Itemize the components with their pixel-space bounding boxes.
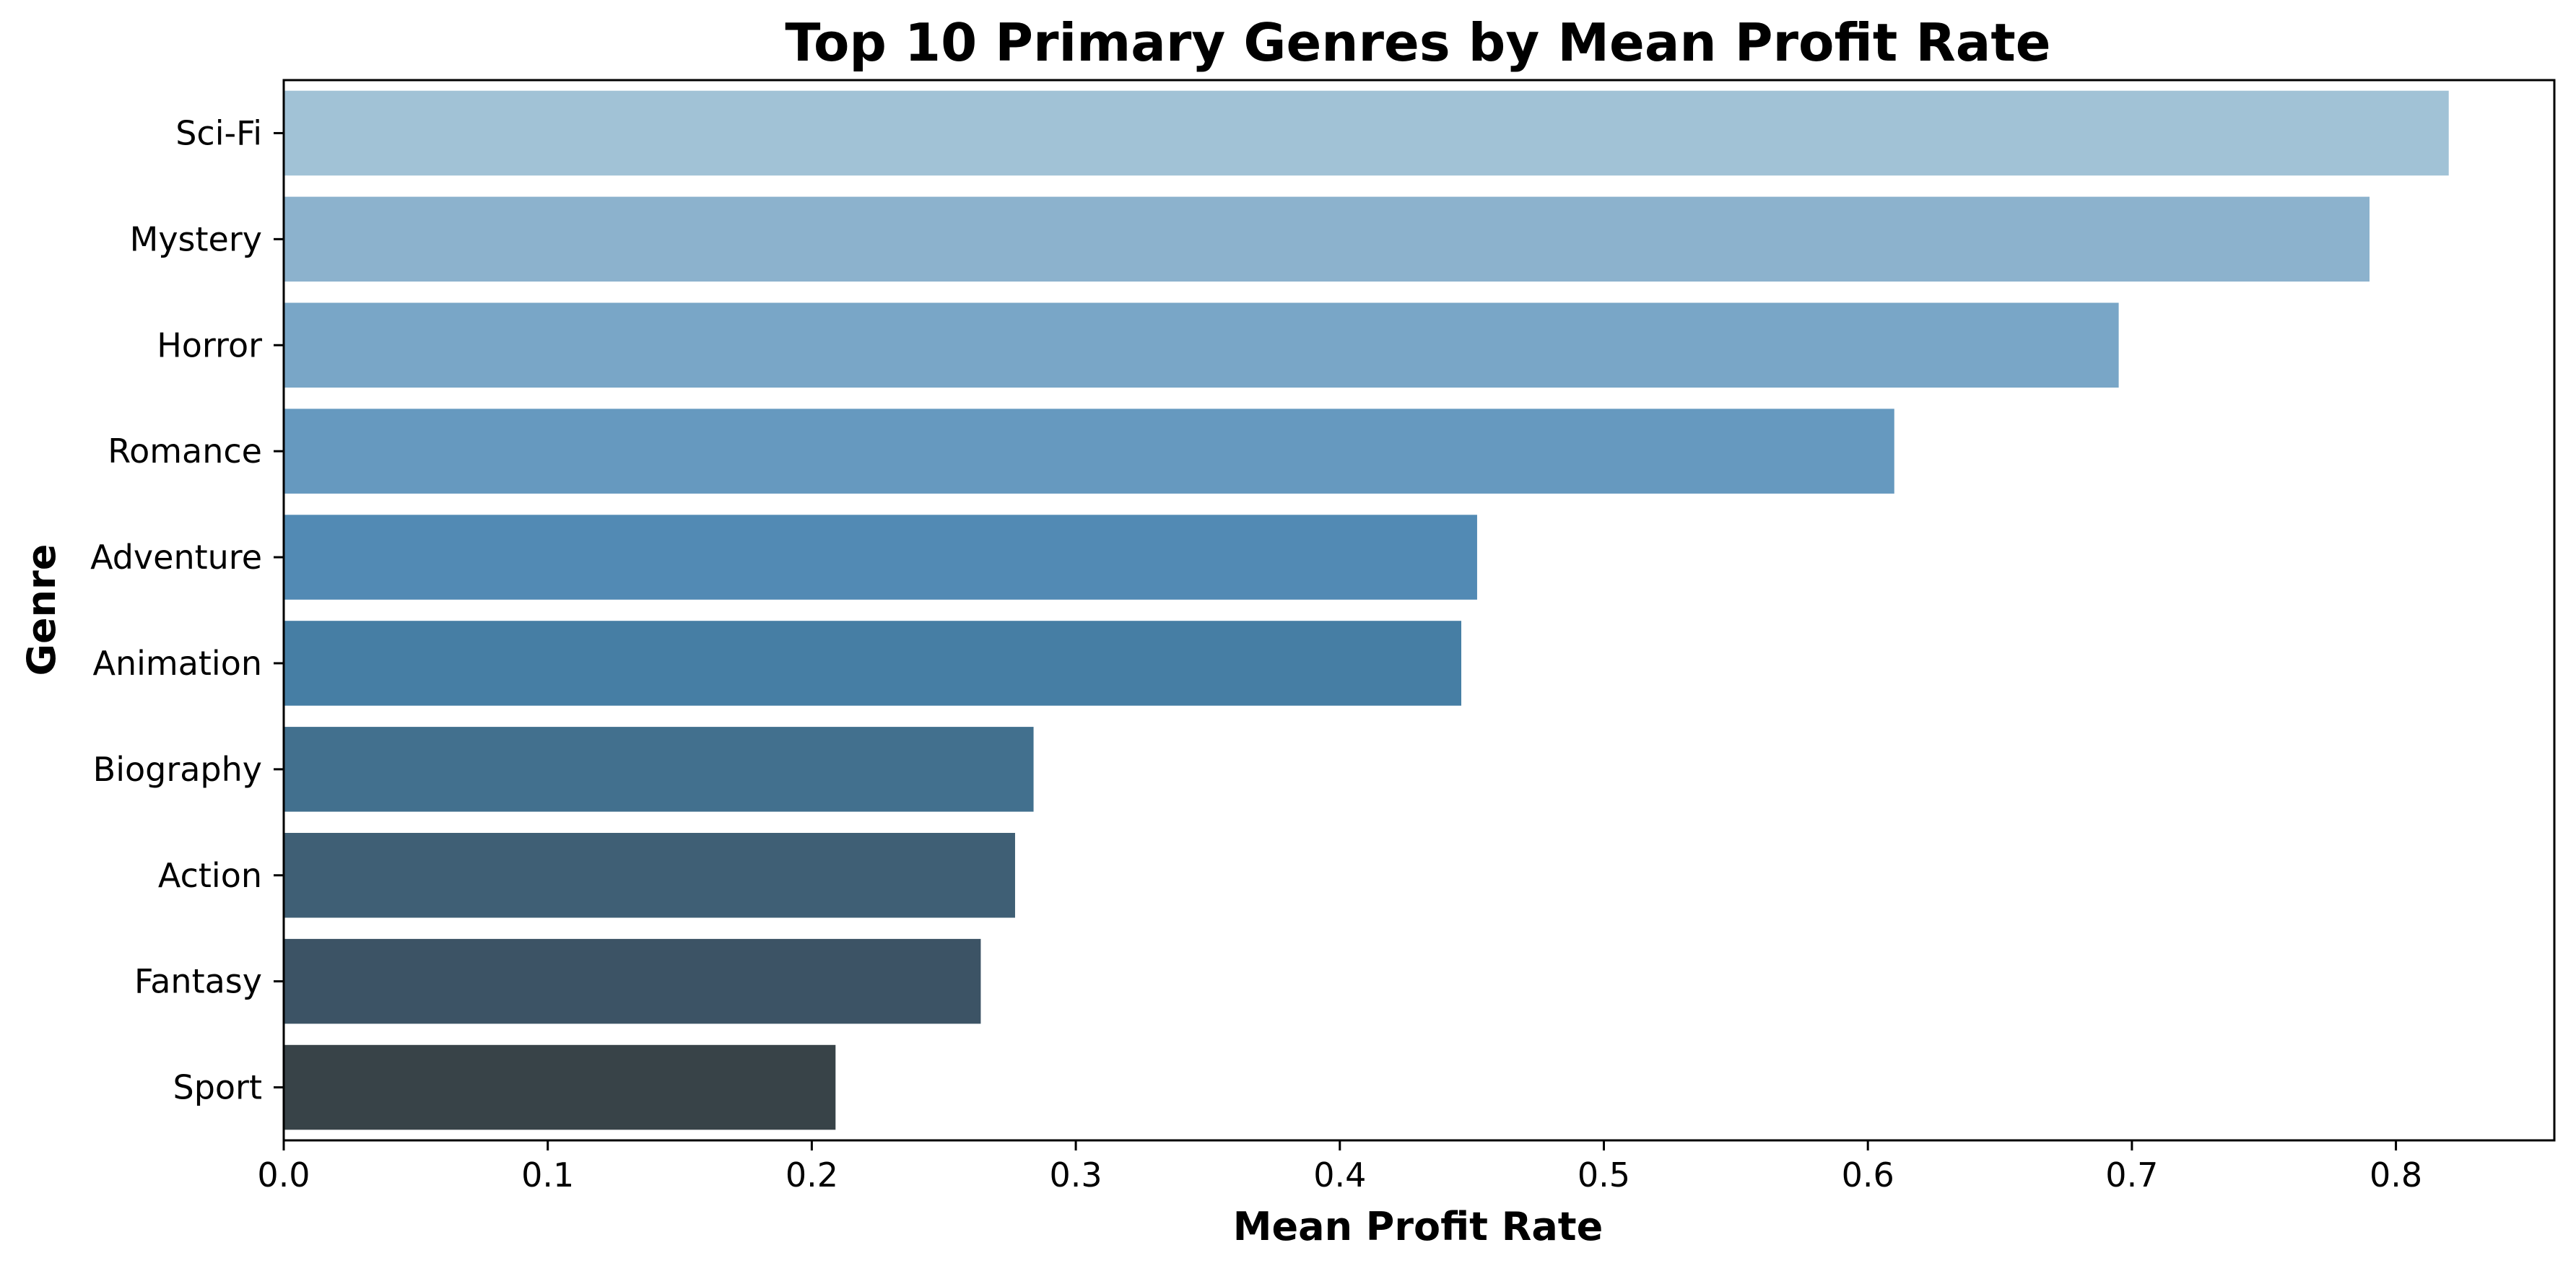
y-tick-label: Adventure (90, 538, 262, 577)
y-tick-label: Animation (92, 644, 262, 683)
x-tick-label: 0.0 (257, 1156, 310, 1194)
y-tick-label: Mystery (130, 219, 262, 258)
x-tick-label: 0.7 (2105, 1156, 2158, 1194)
bars-group (284, 90, 2449, 1130)
x-tick-label: 0.4 (1313, 1156, 1366, 1194)
x-tick-label: 0.3 (1050, 1156, 1102, 1194)
x-tick-label: 0.6 (1842, 1156, 1894, 1194)
y-axis-label: Genre (19, 544, 64, 676)
x-tick-label: 0.8 (2370, 1156, 2422, 1194)
bar-sport (284, 1044, 836, 1130)
y-tick-label: Horror (157, 326, 262, 364)
x-tick-label: 0.1 (521, 1156, 574, 1194)
plot-frame (282, 79, 2556, 1142)
y-tick-label: Biography (93, 750, 262, 789)
y-tick-label: Fantasy (134, 962, 262, 1001)
y-axis-ticks: Sci-Fi Mystery Horror Romance Adventure Anima… (90, 113, 284, 1107)
x-axis-label: Mean Profit Rate (1233, 1204, 1603, 1249)
y-tick-label: Action (158, 856, 262, 895)
bar-horror (284, 302, 2119, 388)
x-axis-ticks: 0.0 0.1 0.2 0.3 0.4 0.5 0.6 0.7 0.8 (257, 1140, 2422, 1194)
bar-biography (284, 727, 1034, 812)
bar-adventure (284, 515, 1477, 600)
chart-title: Top 10 Primary Genres by Mean Profit Rat… (785, 12, 2050, 73)
y-tick-label: Sport (173, 1068, 263, 1107)
bar-animation (284, 621, 1462, 706)
x-tick-label: 0.5 (1578, 1156, 1630, 1194)
y-tick-label: Sci-Fi (175, 113, 262, 152)
bar-action (284, 832, 1015, 918)
bar-sci-fi (284, 90, 2449, 176)
bar-romance (284, 409, 1894, 494)
bar-fantasy (284, 938, 981, 1024)
bar-mystery (284, 196, 2370, 282)
x-tick-label: 0.2 (786, 1156, 838, 1194)
y-tick-label: Romance (108, 432, 262, 471)
